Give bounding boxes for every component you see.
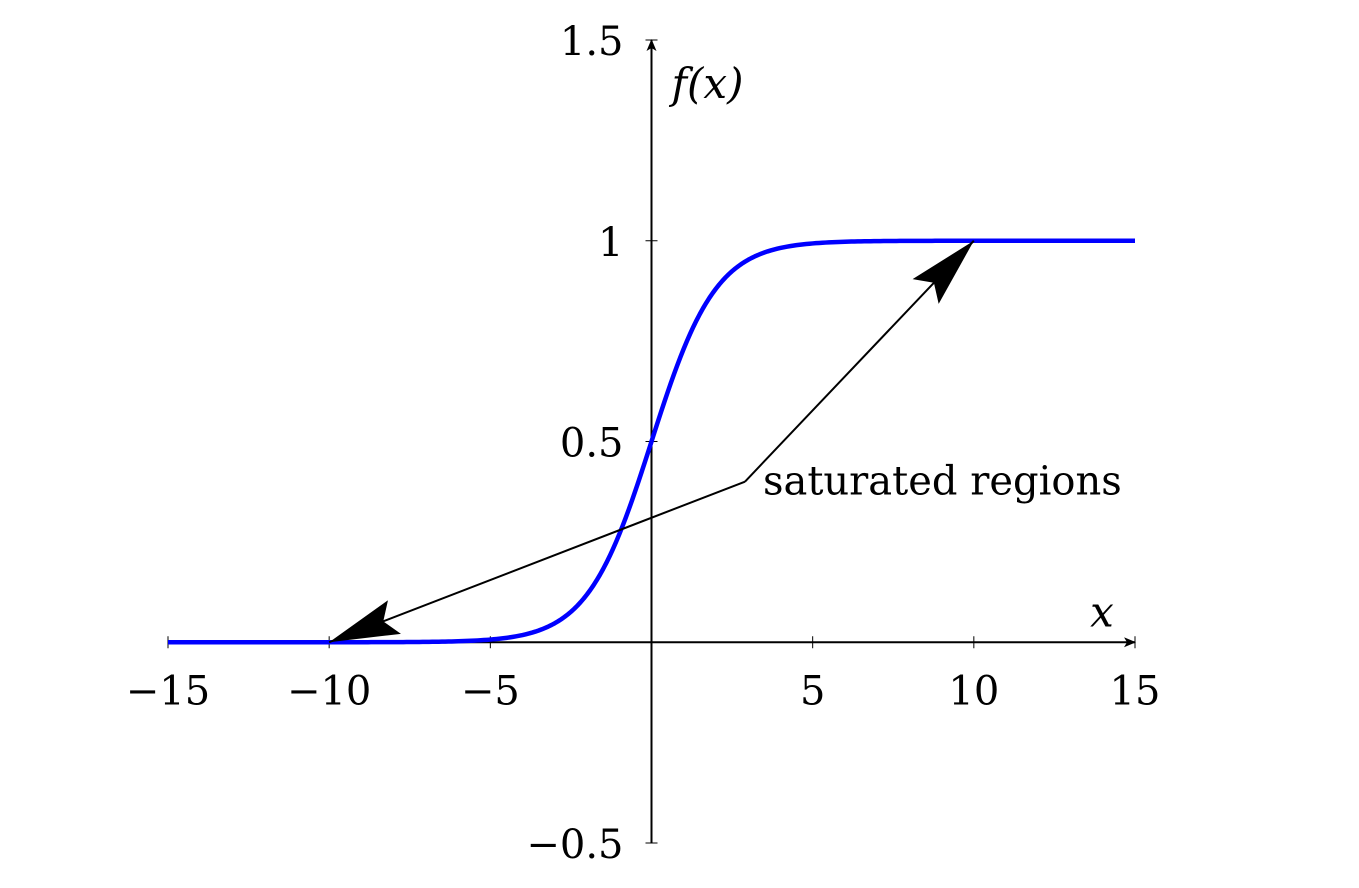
y-axis-label: f(x)	[669, 59, 744, 108]
x-tick-label: 15	[1110, 668, 1161, 714]
x-tick-label: 5	[800, 668, 825, 714]
y-ticks: −0.5 0.5 1 1.5	[526, 19, 658, 868]
y-tick-label: 1.5	[560, 19, 624, 65]
annotation: saturated regions	[328, 240, 1122, 644]
annotation-arrow-lower	[328, 480, 746, 644]
annotation-label: saturated regions	[763, 459, 1122, 505]
y-tick-label: 1	[598, 220, 623, 266]
x-tick-label: −10	[287, 668, 371, 714]
axes: −15 −10 −5 5 10 15 −0.5 0.5 1 1.5 x f(x)	[126, 19, 1161, 868]
x-tick-label: −15	[126, 668, 210, 714]
x-tick-label: 10	[948, 668, 999, 714]
x-axis-label: x	[1090, 587, 1114, 636]
x-tick-label: −5	[461, 668, 520, 714]
annotation-arrow-upper	[744, 240, 975, 483]
y-tick-label: −0.5	[526, 822, 623, 868]
y-tick-label: 0.5	[560, 421, 624, 467]
x-ticks: −15 −10 −5 5 10 15	[126, 636, 1161, 714]
